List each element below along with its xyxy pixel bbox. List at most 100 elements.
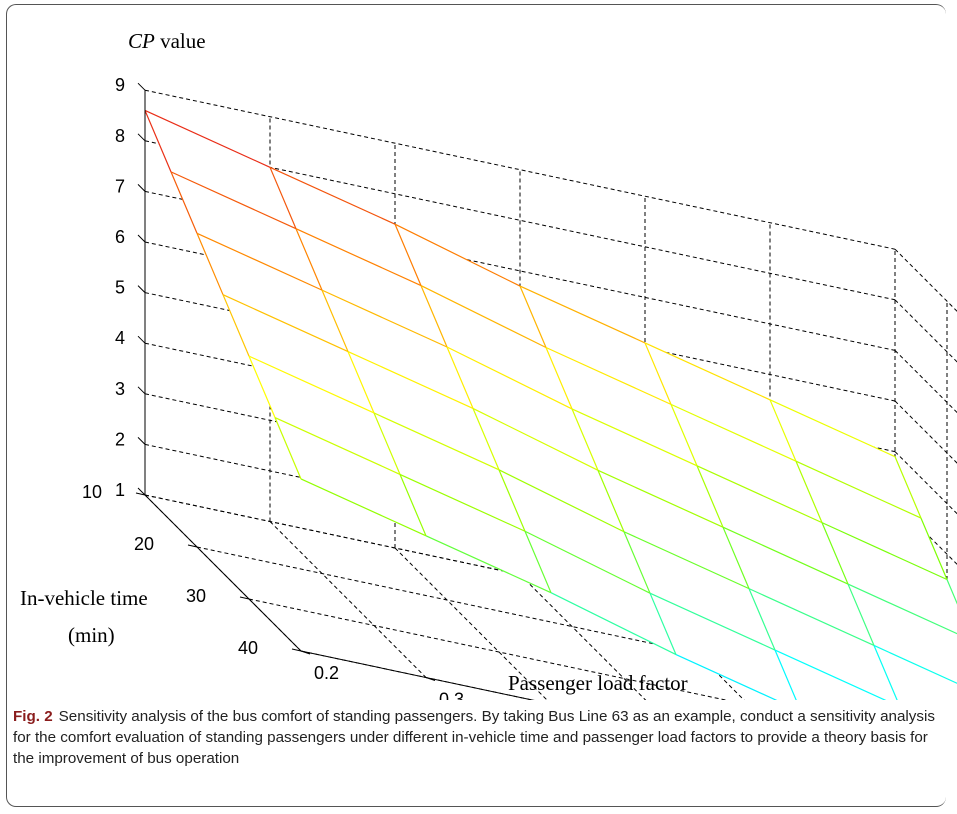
y-tick-mark <box>187 544 198 548</box>
grid-line <box>894 350 957 414</box>
surface-patch <box>223 294 374 413</box>
surface-patch <box>749 588 898 700</box>
z-tick-label: 6 <box>115 227 125 247</box>
surface-patch <box>697 465 848 585</box>
y-tick-label: 10 <box>82 482 102 502</box>
caption-text: Sensitivity analysis of the bus comfort … <box>13 708 935 767</box>
x-tick-mark <box>425 677 436 681</box>
mesh-line <box>696 465 823 524</box>
surface-patch <box>848 584 957 684</box>
z-tick-mark <box>137 82 146 91</box>
z-tick-label: 3 <box>115 379 125 399</box>
surface-patch <box>671 404 822 523</box>
mesh-line <box>769 399 896 458</box>
mesh-line <box>300 478 427 537</box>
grid-line <box>269 521 427 678</box>
mesh-line <box>420 285 448 348</box>
mesh-line <box>373 412 500 471</box>
y-tick-label: 40 <box>238 638 258 658</box>
surface-patch <box>249 356 400 475</box>
mesh-line <box>347 351 474 409</box>
mesh-line <box>248 355 276 418</box>
mesh-line <box>321 289 349 352</box>
mesh-line <box>696 465 724 528</box>
mesh-line <box>373 412 401 475</box>
grid-line <box>894 451 957 515</box>
mesh-line <box>524 530 651 594</box>
surface-patch <box>796 461 947 580</box>
z-tick-mark <box>137 234 146 243</box>
z-tick-mark <box>137 285 146 293</box>
mesh-line <box>196 233 224 295</box>
mesh-line <box>946 579 957 605</box>
grid-line <box>519 574 647 700</box>
mesh-line <box>873 644 957 684</box>
mesh-line <box>722 526 849 585</box>
mesh-line <box>748 588 875 647</box>
mesh-line <box>498 469 526 532</box>
grid-line <box>144 89 896 250</box>
z-tick-label: 8 <box>115 126 125 146</box>
mesh-line <box>644 342 771 401</box>
z-tick-mark <box>137 386 146 395</box>
mesh-line <box>498 469 625 533</box>
y-tick-label: 20 <box>134 534 154 554</box>
mesh-line <box>550 592 677 656</box>
mesh-line <box>795 460 922 519</box>
grid-line <box>394 547 548 700</box>
mesh-line <box>597 469 724 528</box>
mesh-line <box>399 473 526 532</box>
z-tick-mark <box>137 184 146 192</box>
mesh-line <box>425 535 552 594</box>
z-tick-label: 1 <box>115 480 125 500</box>
mesh-line <box>274 417 302 480</box>
mesh-line <box>670 403 797 462</box>
mesh-line <box>795 460 823 523</box>
mesh-line <box>774 649 797 700</box>
mesh-line <box>821 522 849 585</box>
z-tick-mark <box>137 335 146 344</box>
mesh-line <box>649 592 776 651</box>
surface-patch <box>395 224 546 348</box>
surface-patch <box>447 347 598 471</box>
figure-frame <box>6 4 946 807</box>
surface-patch <box>374 412 525 532</box>
figure-number: Fig. 2 <box>13 708 53 725</box>
mesh-line <box>519 285 547 348</box>
mesh-line <box>644 342 672 405</box>
z-tick-label: 5 <box>115 278 125 298</box>
z-axis-label: CP value <box>128 29 206 53</box>
y-tick-mark <box>135 492 146 496</box>
surface-patch <box>197 233 348 352</box>
surface-patch <box>624 531 775 651</box>
mesh-line <box>248 355 375 414</box>
mesh-line <box>196 232 323 291</box>
mesh-line <box>394 223 422 286</box>
surface-patch <box>525 531 676 655</box>
surface-patch <box>770 399 921 519</box>
grid-line <box>248 598 728 700</box>
surface-patch <box>421 285 572 409</box>
mesh-line <box>597 470 625 532</box>
z-tick-mark <box>137 437 146 445</box>
mesh-line <box>847 583 957 635</box>
surface-patch <box>296 228 447 347</box>
grid-line <box>894 400 957 464</box>
mesh-line <box>222 294 349 353</box>
surface-patch <box>650 593 797 700</box>
surface-patch <box>270 167 421 286</box>
z-axis-label-rest: value <box>155 29 206 53</box>
mesh-line <box>295 228 323 291</box>
mesh-line <box>519 285 646 344</box>
y-tick-mark <box>239 596 250 600</box>
z-tick-label: 4 <box>115 328 125 348</box>
surface-patch <box>572 408 723 528</box>
mesh-line <box>545 346 672 405</box>
mesh-line <box>170 171 198 234</box>
mesh-line <box>269 166 396 225</box>
mesh-line <box>472 408 500 471</box>
mesh-line <box>222 294 250 357</box>
mesh-line <box>399 474 427 537</box>
x-tick-label: 0.2 <box>314 663 339 683</box>
